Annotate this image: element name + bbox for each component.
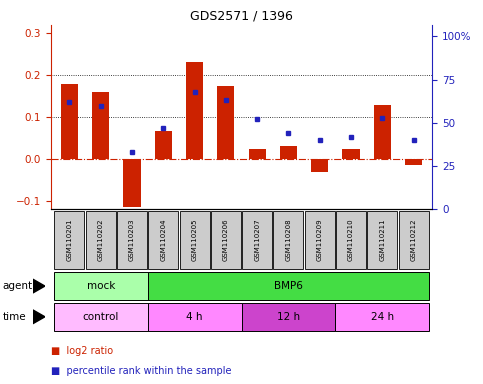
FancyBboxPatch shape: [367, 210, 397, 270]
Bar: [405, 159, 422, 165]
Text: GSM110202: GSM110202: [98, 219, 104, 261]
Bar: [124, 159, 141, 207]
Text: GSM110201: GSM110201: [67, 218, 72, 262]
Text: 4 h: 4 h: [186, 312, 203, 322]
FancyBboxPatch shape: [242, 303, 335, 331]
Bar: [92, 91, 109, 159]
Bar: [217, 86, 234, 159]
Title: GDS2571 / 1396: GDS2571 / 1396: [190, 9, 293, 22]
FancyBboxPatch shape: [336, 210, 366, 270]
Text: GSM110212: GSM110212: [411, 219, 416, 261]
Text: GSM110203: GSM110203: [129, 218, 135, 262]
FancyBboxPatch shape: [148, 210, 178, 270]
Text: GSM110208: GSM110208: [285, 218, 291, 262]
Text: 24 h: 24 h: [370, 312, 394, 322]
Polygon shape: [33, 310, 45, 324]
Bar: [155, 131, 172, 159]
Bar: [280, 146, 297, 159]
Bar: [186, 62, 203, 159]
FancyBboxPatch shape: [242, 210, 272, 270]
Text: time: time: [2, 312, 26, 322]
FancyBboxPatch shape: [55, 210, 85, 270]
FancyBboxPatch shape: [54, 272, 148, 300]
FancyBboxPatch shape: [117, 210, 147, 270]
Bar: [249, 149, 266, 159]
FancyBboxPatch shape: [305, 210, 335, 270]
Text: GSM110205: GSM110205: [192, 219, 198, 261]
Text: control: control: [83, 312, 119, 322]
Text: GSM110209: GSM110209: [317, 218, 323, 262]
Polygon shape: [33, 279, 45, 293]
FancyBboxPatch shape: [148, 303, 242, 331]
Text: GSM110206: GSM110206: [223, 218, 229, 262]
Bar: [311, 159, 328, 172]
FancyBboxPatch shape: [86, 210, 116, 270]
Bar: [342, 149, 359, 159]
Text: ■  log2 ratio: ■ log2 ratio: [51, 346, 113, 356]
Text: ■  percentile rank within the sample: ■ percentile rank within the sample: [51, 366, 231, 376]
Bar: [374, 104, 391, 159]
FancyBboxPatch shape: [273, 210, 303, 270]
Text: mock: mock: [86, 281, 115, 291]
Text: GSM110211: GSM110211: [379, 218, 385, 262]
FancyBboxPatch shape: [54, 303, 148, 331]
FancyBboxPatch shape: [398, 210, 428, 270]
Text: GSM110210: GSM110210: [348, 218, 354, 262]
Text: GSM110207: GSM110207: [254, 218, 260, 262]
Text: 12 h: 12 h: [277, 312, 300, 322]
Text: GSM110204: GSM110204: [160, 219, 166, 261]
FancyBboxPatch shape: [180, 210, 210, 270]
Text: agent: agent: [2, 281, 32, 291]
FancyBboxPatch shape: [335, 303, 429, 331]
Bar: [61, 84, 78, 159]
FancyBboxPatch shape: [211, 210, 241, 270]
FancyBboxPatch shape: [148, 272, 429, 300]
Text: BMP6: BMP6: [274, 281, 303, 291]
